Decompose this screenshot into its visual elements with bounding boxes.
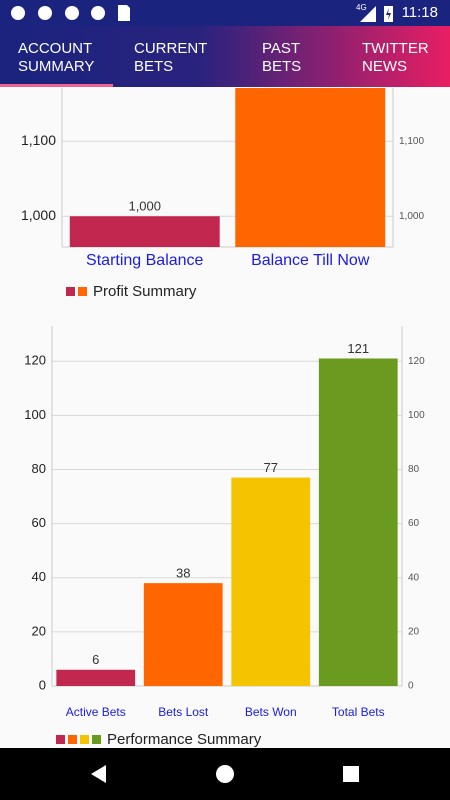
bar bbox=[318, 358, 398, 686]
icon bbox=[11, 6, 25, 20]
value-label: 77 bbox=[264, 460, 278, 475]
value-label: 6 bbox=[92, 652, 99, 667]
status-bar: 4G 11:18 bbox=[0, 0, 450, 26]
y2-tick-label: 80 bbox=[408, 464, 420, 475]
x-tick-label: Balance Till Now bbox=[251, 252, 370, 269]
y-tick-label: 100 bbox=[24, 407, 46, 422]
x-tick-label: Active Bets bbox=[66, 705, 126, 719]
icon bbox=[38, 6, 52, 20]
sd-icon bbox=[118, 5, 130, 21]
y-tick-label: 0 bbox=[39, 677, 46, 692]
legend-swatch bbox=[80, 735, 89, 744]
y-tick-label: 40 bbox=[32, 569, 46, 584]
y2-tick-label: 60 bbox=[408, 518, 420, 529]
y2-tick-label: 100 bbox=[408, 410, 425, 421]
clock: 11:18 bbox=[401, 4, 438, 21]
legend-swatch bbox=[68, 735, 77, 744]
tab[interactable]: ACCOUNT SUMMARY bbox=[18, 40, 95, 75]
x-tick-label: Starting Balance bbox=[86, 252, 204, 269]
home-button[interactable] bbox=[216, 765, 234, 783]
legend-swatch bbox=[78, 287, 87, 296]
y2-tick-label: 40 bbox=[408, 572, 420, 583]
legend-label: Performance Summary bbox=[107, 731, 262, 748]
y2-tick-label: 120 bbox=[408, 356, 425, 367]
signal-icon bbox=[360, 6, 376, 22]
y2-tick-label: 1,000 bbox=[399, 211, 424, 222]
value-label: 121 bbox=[347, 341, 369, 356]
y-tick-label: 60 bbox=[32, 515, 46, 530]
tab-bar: ACCOUNT SUMMARY CURRENT BETS PAST BETS T… bbox=[0, 26, 450, 87]
charge-icon bbox=[386, 8, 391, 20]
y2-tick-label: 0 bbox=[408, 681, 414, 692]
icon bbox=[91, 6, 105, 20]
y-tick-label: 120 bbox=[24, 353, 46, 368]
tab[interactable]: TWITTER NEWS bbox=[362, 40, 429, 75]
y-tick-label: 80 bbox=[32, 461, 46, 476]
tab[interactable]: CURRENT BETS bbox=[134, 40, 208, 75]
value-label: 38 bbox=[176, 566, 190, 581]
y2-tick-label: 20 bbox=[408, 627, 420, 638]
icon bbox=[65, 6, 79, 20]
network: 4G bbox=[356, 3, 367, 12]
nav-bar bbox=[0, 748, 450, 800]
y-tick-label: 1,100 bbox=[21, 132, 56, 148]
tab-indicator bbox=[0, 84, 113, 87]
bar bbox=[231, 477, 311, 686]
bar bbox=[69, 216, 220, 247]
bar bbox=[56, 669, 136, 686]
legend-label: Profit Summary bbox=[93, 283, 197, 300]
status-icons bbox=[11, 5, 130, 21]
x-tick-label: Total Bets bbox=[332, 705, 385, 719]
legend-swatch bbox=[66, 287, 75, 296]
tab[interactable]: PAST BETS bbox=[262, 40, 302, 75]
legend-swatch bbox=[56, 735, 65, 744]
bar bbox=[235, 88, 386, 247]
system-icons bbox=[360, 6, 393, 22]
y-tick-label: 1,000 bbox=[21, 207, 56, 223]
back-button[interactable] bbox=[91, 765, 106, 783]
y-tick-label: 20 bbox=[32, 623, 46, 638]
x-tick-label: Bets Won bbox=[245, 705, 297, 719]
y2-tick-label: 1,100 bbox=[399, 136, 424, 147]
x-tick-label: Bets Lost bbox=[158, 705, 209, 719]
legend-swatch bbox=[92, 735, 101, 744]
recents-button[interactable] bbox=[343, 766, 359, 782]
bar bbox=[143, 583, 223, 686]
nav-icons bbox=[91, 765, 359, 783]
value-label: 1,000 bbox=[128, 199, 161, 214]
